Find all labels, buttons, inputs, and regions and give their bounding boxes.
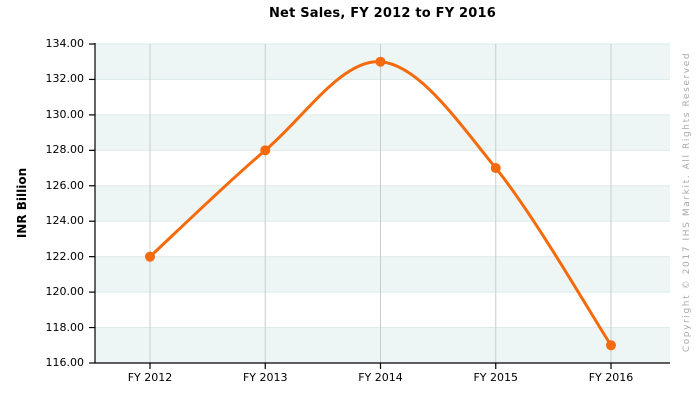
horizontal-gridlines xyxy=(95,43,670,364)
y-tick-label: 118.00 xyxy=(45,320,85,334)
y-tick-label: 126.00 xyxy=(45,178,85,192)
y-tick-label: 132.00 xyxy=(45,72,85,86)
y-tick-label: 128.00 xyxy=(45,143,85,157)
y-tick-label: 122.00 xyxy=(45,249,85,263)
x-tick-label: FY 2012 xyxy=(127,371,173,384)
y-axis-title: INR Billion xyxy=(15,167,29,239)
chart-title: Net Sales, FY 2012 to FY 2016 xyxy=(268,6,497,21)
y-tick-label: 116.00 xyxy=(45,356,85,369)
vertical-gridlines xyxy=(149,44,612,363)
tick-marks xyxy=(89,43,612,369)
x-tick-label: FY 2013 xyxy=(242,371,288,384)
series-markers xyxy=(145,56,616,351)
background-bands xyxy=(95,44,670,363)
x-tick-label: FY 2014 xyxy=(358,371,403,384)
x-tick-label: FY 2015 xyxy=(473,371,519,384)
copyright-text: Copyright © 2017 IHS Markit. All Rights … xyxy=(682,51,692,353)
y-tick-label: 130.00 xyxy=(45,107,85,121)
x-tick-label: FY 2016 xyxy=(588,371,634,384)
y-tick-label: 124.00 xyxy=(45,214,85,228)
axes xyxy=(94,43,670,364)
y-tick-label: 120.00 xyxy=(45,285,85,299)
y-tick-label: 134.00 xyxy=(45,37,85,50)
